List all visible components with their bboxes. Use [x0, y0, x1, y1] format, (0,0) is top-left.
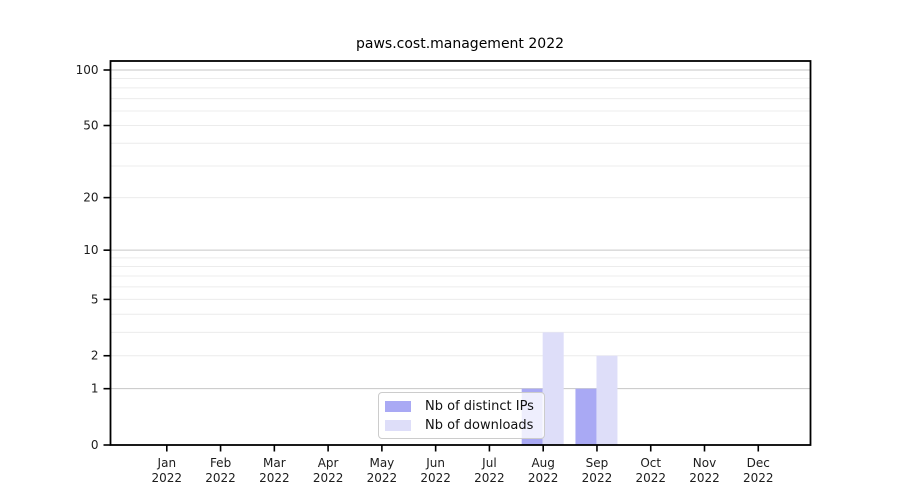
y-tick-label: 2 [91, 349, 99, 363]
x-tick-month-label: Apr [318, 456, 339, 470]
x-tick-year-label: 2022 [582, 471, 613, 485]
x-tick-year-label: 2022 [743, 471, 774, 485]
y-tick-label: 5 [91, 292, 99, 306]
x-tick-year-label: 2022 [528, 471, 559, 485]
legend-label-downloads: Nb of downloads [425, 417, 534, 433]
x-tick-month-label: Sep [586, 456, 609, 470]
y-tick-label: 10 [83, 243, 98, 257]
x-tick-year-label: 2022 [152, 471, 183, 485]
x-tick-month-label: Mar [263, 456, 286, 470]
bar-nb-of-distinct-ips-sep [575, 388, 597, 445]
x-tick-month-label: Oct [640, 456, 661, 470]
x-tick-month-label: May [369, 456, 394, 470]
x-tick-month-label: Feb [210, 456, 231, 470]
x-tick-year-label: 2022 [205, 471, 236, 485]
x-tick-month-label: Jul [481, 456, 496, 470]
x-tick-year-label: 2022 [635, 471, 666, 485]
legend: Nb of distinct IPs Nb of downloads [378, 392, 545, 439]
plot-border [109, 60, 812, 446]
legend-swatch-distinct-ips [385, 400, 411, 412]
legend-swatch-downloads [385, 419, 411, 431]
bar-nb-of-downloads-sep [596, 355, 618, 445]
x-tick-year-label: 2022 [420, 471, 451, 485]
y-tick-label: 20 [83, 191, 98, 205]
chart-title: paws.cost.management 2022 [355, 36, 565, 52]
y-tick-label: 100 [76, 63, 99, 77]
x-tick-month-label: Jun [425, 456, 445, 470]
legend-item-downloads: Nb of downloads [385, 416, 534, 434]
x-tick-month-label: Jan [157, 456, 177, 470]
y-tick-label: 1 [91, 382, 99, 396]
x-tick-month-label: Aug [531, 456, 554, 470]
x-tick-year-label: 2022 [367, 471, 398, 485]
x-tick-year-label: 2022 [689, 471, 720, 485]
x-tick-month-label: Dec [747, 456, 770, 470]
x-tick-year-label: 2022 [313, 471, 344, 485]
y-tick-label: 50 [83, 119, 98, 133]
legend-label-distinct-ips: Nb of distinct IPs [425, 398, 534, 414]
bar-nb-of-downloads-aug [542, 332, 564, 445]
x-tick-year-label: 2022 [259, 471, 290, 485]
x-tick-month-label: Nov [693, 456, 716, 470]
x-tick-year-label: 2022 [474, 471, 505, 485]
legend-item-distinct-ips: Nb of distinct IPs [385, 397, 534, 415]
y-tick-label: 0 [91, 438, 99, 452]
